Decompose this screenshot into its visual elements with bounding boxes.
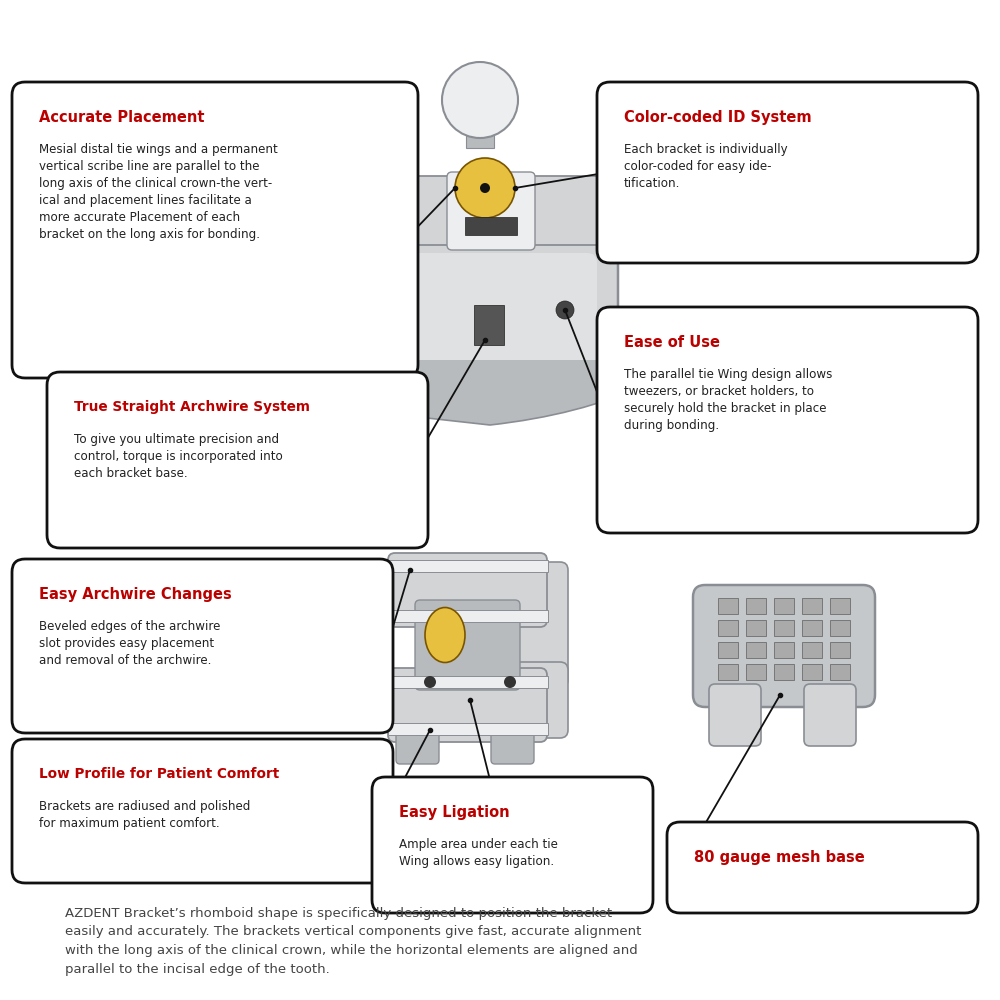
- FancyBboxPatch shape: [388, 668, 547, 742]
- Text: 80 gauge mesh base: 80 gauge mesh base: [694, 850, 865, 865]
- Bar: [802, 642, 822, 658]
- FancyBboxPatch shape: [462, 562, 568, 688]
- Bar: [746, 642, 766, 658]
- Bar: [830, 620, 850, 636]
- Circle shape: [424, 676, 436, 688]
- FancyBboxPatch shape: [693, 585, 875, 707]
- Bar: [388, 676, 548, 688]
- FancyBboxPatch shape: [447, 172, 535, 250]
- Bar: [802, 620, 822, 636]
- FancyBboxPatch shape: [342, 207, 618, 388]
- FancyBboxPatch shape: [597, 82, 978, 263]
- FancyBboxPatch shape: [667, 822, 978, 913]
- FancyBboxPatch shape: [396, 726, 439, 764]
- FancyBboxPatch shape: [518, 176, 622, 245]
- Bar: [774, 642, 794, 658]
- Text: Accurate Placement: Accurate Placement: [39, 110, 205, 125]
- Bar: [830, 664, 850, 680]
- Text: Ample area under each tie
Wing allows easy ligation.: Ample area under each tie Wing allows ea…: [399, 838, 558, 868]
- FancyBboxPatch shape: [388, 553, 547, 627]
- Text: AZDENT Bracket’s rhomboid shape is specifically designed to position the bracket: AZDENT Bracket’s rhomboid shape is speci…: [65, 907, 641, 976]
- FancyBboxPatch shape: [12, 82, 418, 378]
- FancyBboxPatch shape: [12, 739, 393, 883]
- Text: The parallel tie Wing design allows
tweezers, or bracket holders, to
securely ho: The parallel tie Wing design allows twee…: [624, 368, 832, 432]
- Text: True Straight Archwire System: True Straight Archwire System: [74, 400, 310, 414]
- Bar: [718, 598, 738, 614]
- Text: Brackets are radiused and polished
for maximum patient comfort.: Brackets are radiused and polished for m…: [39, 800, 250, 830]
- Bar: [746, 664, 766, 680]
- Text: Beveled edges of the archwire
slot provides easy placement
and removal of the ar: Beveled edges of the archwire slot provi…: [39, 620, 220, 667]
- FancyBboxPatch shape: [709, 684, 761, 746]
- FancyBboxPatch shape: [363, 176, 467, 245]
- FancyBboxPatch shape: [47, 372, 428, 548]
- Bar: [465, 217, 517, 235]
- Text: Easy Archwire Changes: Easy Archwire Changes: [39, 587, 232, 602]
- Bar: [388, 560, 548, 572]
- Text: Mesial distal tie wings and a permanent
vertical scribe line are parallel to the: Mesial distal tie wings and a permanent …: [39, 143, 278, 241]
- Text: Ease of Use: Ease of Use: [624, 335, 720, 350]
- Bar: [718, 620, 738, 636]
- FancyBboxPatch shape: [462, 662, 568, 738]
- FancyBboxPatch shape: [597, 307, 978, 533]
- Bar: [474, 305, 504, 345]
- Circle shape: [480, 183, 490, 193]
- Bar: [802, 598, 822, 614]
- Bar: [746, 620, 766, 636]
- FancyBboxPatch shape: [372, 777, 653, 913]
- Circle shape: [504, 676, 516, 688]
- PathPatch shape: [353, 360, 645, 425]
- Text: Low Profile for Patient Comfort: Low Profile for Patient Comfort: [39, 767, 279, 781]
- Bar: [774, 664, 794, 680]
- Text: Color-coded ID System: Color-coded ID System: [624, 110, 812, 125]
- Bar: [718, 642, 738, 658]
- Bar: [830, 642, 850, 658]
- Bar: [466, 108, 494, 148]
- Text: Each bracket is individually
color-coded for easy ide-
tification.: Each bracket is individually color-coded…: [624, 143, 788, 190]
- Bar: [830, 598, 850, 614]
- FancyBboxPatch shape: [362, 253, 597, 368]
- FancyBboxPatch shape: [415, 600, 520, 690]
- Bar: [746, 598, 766, 614]
- Circle shape: [455, 158, 515, 218]
- Circle shape: [442, 62, 518, 138]
- Bar: [388, 723, 548, 735]
- FancyBboxPatch shape: [804, 684, 856, 746]
- Ellipse shape: [425, 607, 465, 662]
- Text: To give you ultimate precision and
control, torque is incorporated into
each bra: To give you ultimate precision and contr…: [74, 433, 283, 480]
- PathPatch shape: [695, 600, 870, 695]
- FancyBboxPatch shape: [12, 559, 393, 733]
- Bar: [774, 598, 794, 614]
- FancyBboxPatch shape: [491, 726, 534, 764]
- Bar: [802, 664, 822, 680]
- Text: Easy Ligation: Easy Ligation: [399, 805, 510, 820]
- Bar: [718, 664, 738, 680]
- Bar: [774, 620, 794, 636]
- Circle shape: [556, 301, 574, 319]
- Bar: [388, 610, 548, 622]
